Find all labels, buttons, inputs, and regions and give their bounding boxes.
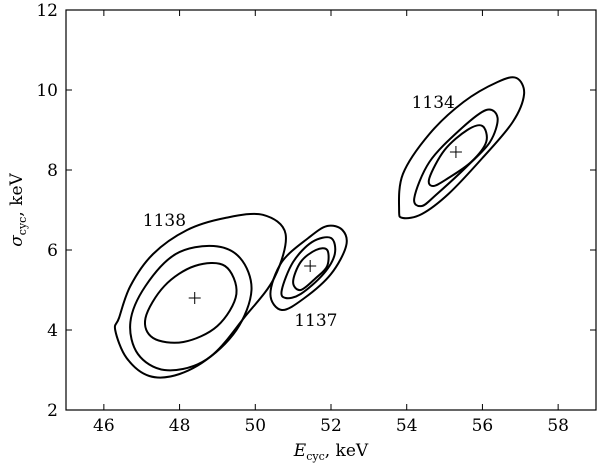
- y-tick-label: 8: [47, 161, 58, 181]
- x-axis-label: Ecyc, keV: [293, 441, 369, 463]
- contour-label-1137: 1137: [294, 311, 337, 331]
- contour-1138-level-2: [129, 244, 253, 372]
- y-tick-label: 12: [36, 1, 58, 21]
- y-tick-label: 10: [36, 81, 58, 101]
- best-fit-marker-1137: [304, 260, 317, 272]
- x-tick-label: 50: [244, 416, 266, 436]
- contour-1137-level-3: [292, 247, 330, 292]
- x-tick-label: 52: [320, 416, 342, 436]
- contour-label-1134: 1134: [412, 93, 455, 113]
- y-tick-label: 4: [47, 321, 58, 341]
- best-fit-layer: [188, 146, 462, 304]
- y-tick-label: 6: [47, 241, 58, 261]
- x-tick-label: 48: [169, 416, 191, 436]
- y-axis-label: σcyc, keV: [7, 172, 29, 246]
- plot-frame: [65, 9, 597, 411]
- best-fit-marker-1138: [188, 292, 201, 304]
- contour-1137-level-1: [269, 224, 348, 312]
- x-tick-label: 46: [93, 416, 115, 436]
- contour-1134-level-1: [397, 76, 526, 220]
- contour-label-1138: 1138: [143, 211, 186, 231]
- x-tick-label: 54: [396, 416, 418, 436]
- contour-layer: [113, 76, 526, 379]
- best-fit-marker-1134: [449, 146, 462, 158]
- contour-1137-level-2: [280, 236, 337, 300]
- contour-1138-level-3: [144, 262, 238, 344]
- x-tick-label: 56: [472, 416, 494, 436]
- contour-1134-level-2: [413, 108, 499, 208]
- y-tick-label: 2: [47, 401, 58, 421]
- contour-1134-level-3: [427, 124, 488, 188]
- x-tick-label: 58: [547, 416, 569, 436]
- contour-label-layer: 1138 1137 1134: [143, 93, 455, 331]
